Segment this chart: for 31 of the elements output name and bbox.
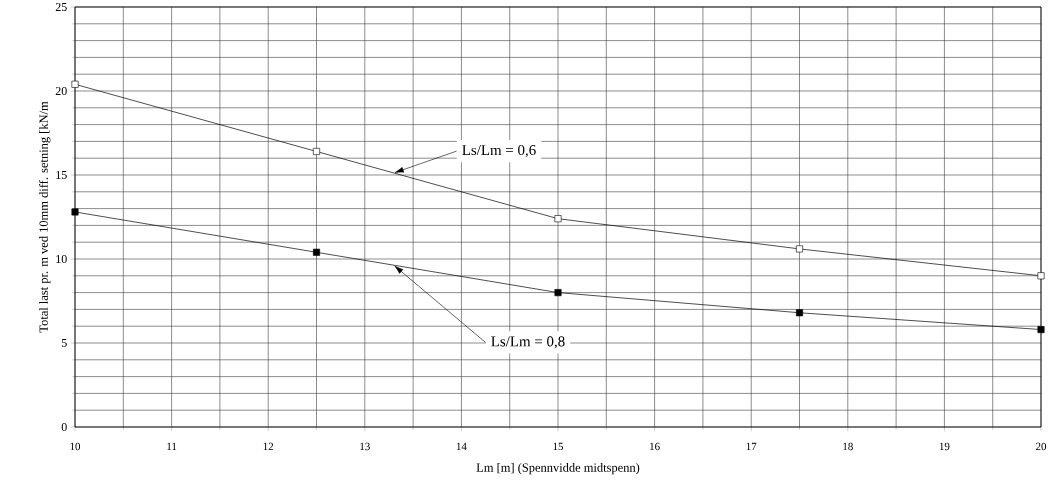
x-tick-label: 17 bbox=[746, 442, 757, 451]
x-tick-label: 19 bbox=[939, 442, 950, 451]
point bbox=[554, 289, 562, 297]
legend-label: Ls/Lm = 0,6 bbox=[462, 145, 536, 158]
y-tick-label: 10 bbox=[56, 254, 67, 264]
x-tick-label: 14 bbox=[456, 442, 467, 451]
y-tick-label: 20 bbox=[55, 86, 67, 96]
point bbox=[313, 147, 320, 155]
y-tick-label: 25 bbox=[55, 2, 67, 11]
y-tick-label: 15 bbox=[56, 170, 67, 179]
y-tick-label: 0 bbox=[61, 422, 67, 432]
y-tick-label: 5 bbox=[61, 339, 67, 347]
x-tick-label: 16 bbox=[650, 442, 660, 451]
text: Ls/Lm = 0,8 bbox=[491, 336, 565, 349]
x-tick-label: 11 bbox=[167, 442, 177, 451]
x-tick-label: 12 bbox=[263, 442, 274, 451]
point bbox=[796, 309, 803, 317]
point bbox=[796, 245, 803, 253]
x-tick-label: 20 bbox=[1036, 442, 1047, 451]
point bbox=[1037, 326, 1045, 334]
point bbox=[71, 80, 79, 88]
y-axis-title: Total last pr. m ved 10mm diff. setning [kN/m bbox=[38, 101, 51, 333]
x-tick-label: 18 bbox=[843, 442, 853, 451]
x-axis-title: Lm [m] (Spennvidde midtspenn) bbox=[476, 463, 640, 475]
x-tick-label: 13 bbox=[360, 442, 370, 451]
point bbox=[71, 208, 79, 216]
point bbox=[1037, 272, 1045, 280]
x-tick-label: 10 bbox=[70, 442, 81, 451]
point bbox=[554, 215, 562, 223]
point bbox=[313, 248, 320, 256]
x-tick-label: 15 bbox=[553, 442, 564, 451]
